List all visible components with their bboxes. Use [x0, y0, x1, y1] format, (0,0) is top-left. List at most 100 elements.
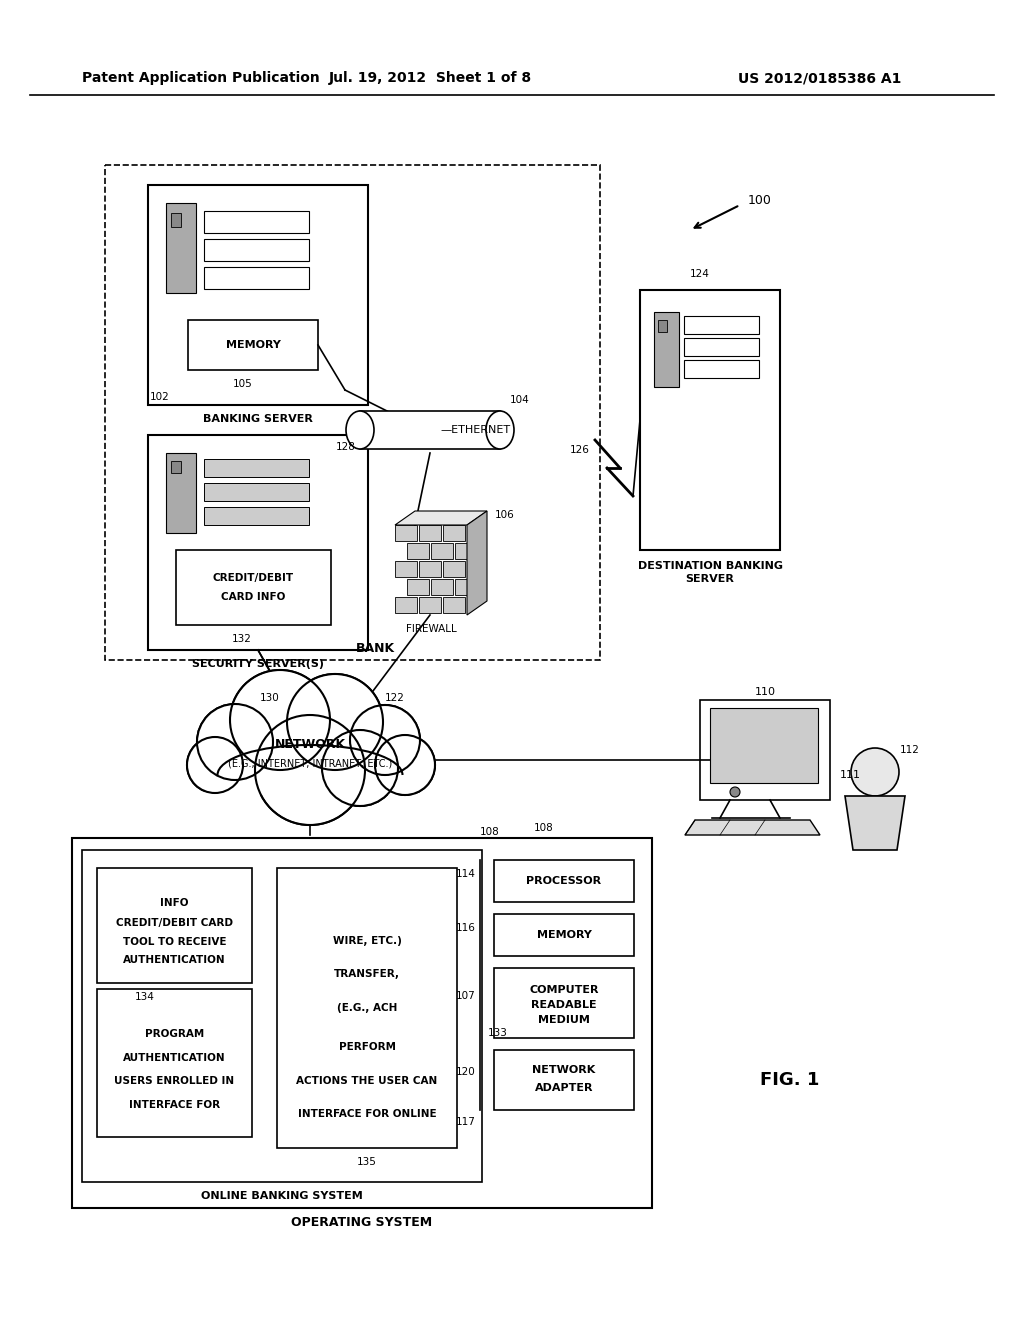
Polygon shape [685, 820, 820, 836]
Circle shape [187, 737, 243, 793]
Text: 122: 122 [385, 693, 404, 704]
Text: 124: 124 [690, 269, 710, 279]
FancyBboxPatch shape [455, 543, 477, 558]
Text: FIREWALL: FIREWALL [406, 624, 457, 634]
Circle shape [289, 676, 381, 768]
FancyBboxPatch shape [443, 597, 465, 612]
Text: TRANSFER,: TRANSFER, [334, 969, 400, 979]
Circle shape [324, 731, 397, 805]
Circle shape [851, 748, 899, 796]
FancyBboxPatch shape [658, 319, 667, 333]
Text: 106: 106 [495, 510, 515, 520]
Text: CREDIT/DEBIT CARD: CREDIT/DEBIT CARD [116, 919, 233, 928]
FancyBboxPatch shape [494, 913, 634, 956]
Text: SECURITY SERVER(S): SECURITY SERVER(S) [193, 659, 324, 669]
Circle shape [376, 737, 434, 793]
Text: NETWORK: NETWORK [274, 738, 345, 751]
Circle shape [324, 731, 396, 804]
Text: READABLE: READABLE [531, 1001, 597, 1010]
Text: 130: 130 [260, 693, 280, 704]
Circle shape [231, 672, 329, 768]
FancyBboxPatch shape [419, 525, 441, 541]
Text: COMPUTER: COMPUTER [529, 985, 599, 995]
Text: 120: 120 [456, 1067, 476, 1077]
Circle shape [187, 738, 242, 792]
FancyBboxPatch shape [407, 543, 429, 558]
Circle shape [375, 735, 435, 795]
Text: 108: 108 [535, 822, 554, 833]
FancyBboxPatch shape [278, 869, 457, 1148]
FancyBboxPatch shape [148, 436, 368, 649]
Circle shape [255, 715, 365, 825]
Circle shape [230, 671, 330, 770]
Circle shape [199, 705, 271, 779]
Text: 126: 126 [570, 445, 590, 455]
Text: AUTHENTICATION: AUTHENTICATION [123, 954, 226, 965]
Text: 133: 133 [488, 1027, 508, 1038]
Circle shape [351, 706, 419, 774]
Circle shape [257, 717, 364, 824]
Circle shape [197, 704, 273, 780]
Text: (E.G., INTERNET, INTRANET, ETC.): (E.G., INTERNET, INTRANET, ETC.) [228, 759, 392, 770]
Text: NETWORK: NETWORK [532, 1065, 596, 1074]
Text: 114: 114 [456, 869, 476, 879]
Circle shape [350, 705, 420, 775]
FancyBboxPatch shape [455, 579, 477, 595]
FancyBboxPatch shape [395, 561, 417, 577]
FancyBboxPatch shape [166, 453, 196, 533]
Polygon shape [467, 511, 487, 615]
Text: 108: 108 [480, 828, 500, 837]
Text: 132: 132 [231, 634, 252, 644]
Text: INTERFACE FOR: INTERFACE FOR [129, 1100, 220, 1110]
FancyBboxPatch shape [654, 312, 679, 387]
Text: CREDIT/DEBIT: CREDIT/DEBIT [213, 573, 294, 583]
FancyBboxPatch shape [684, 360, 759, 378]
Text: Jul. 19, 2012  Sheet 1 of 8: Jul. 19, 2012 Sheet 1 of 8 [329, 71, 531, 84]
Text: PERFORM: PERFORM [339, 1043, 395, 1052]
FancyBboxPatch shape [204, 211, 309, 234]
Polygon shape [845, 796, 905, 850]
Text: 107: 107 [456, 991, 476, 1001]
Text: BANK: BANK [355, 642, 394, 655]
FancyBboxPatch shape [360, 411, 500, 449]
Text: 134: 134 [134, 993, 155, 1002]
FancyBboxPatch shape [188, 319, 318, 370]
Ellipse shape [346, 411, 374, 449]
Text: 100: 100 [749, 194, 772, 206]
Ellipse shape [486, 411, 514, 449]
FancyBboxPatch shape [431, 543, 453, 558]
FancyBboxPatch shape [97, 990, 252, 1138]
FancyBboxPatch shape [176, 550, 331, 624]
FancyBboxPatch shape [82, 850, 482, 1181]
Text: ONLINE BANKING SYSTEM: ONLINE BANKING SYSTEM [201, 1191, 362, 1201]
Text: INTERFACE FOR ONLINE: INTERFACE FOR ONLINE [298, 1109, 436, 1119]
FancyBboxPatch shape [407, 579, 429, 595]
Text: MEMORY: MEMORY [225, 341, 281, 350]
Text: ADAPTER: ADAPTER [535, 1082, 593, 1093]
Text: DESTINATION BANKING: DESTINATION BANKING [638, 561, 782, 572]
Text: 102: 102 [150, 392, 170, 403]
FancyBboxPatch shape [419, 597, 441, 612]
Text: 128: 128 [336, 442, 356, 451]
Text: 110: 110 [755, 686, 775, 697]
Text: 104: 104 [510, 395, 529, 405]
Text: BANKING SERVER: BANKING SERVER [203, 414, 313, 424]
Text: 111: 111 [840, 770, 860, 780]
Circle shape [351, 706, 419, 774]
FancyBboxPatch shape [97, 869, 252, 983]
Text: (E.G., ACH: (E.G., ACH [337, 1003, 397, 1012]
Circle shape [232, 672, 328, 768]
FancyBboxPatch shape [443, 561, 465, 577]
FancyBboxPatch shape [443, 525, 465, 541]
FancyBboxPatch shape [431, 579, 453, 595]
FancyBboxPatch shape [419, 561, 441, 577]
Text: FIG. 1: FIG. 1 [760, 1071, 819, 1089]
Text: 116: 116 [456, 923, 476, 933]
Text: MEMORY: MEMORY [537, 931, 592, 940]
Ellipse shape [200, 710, 420, 789]
Circle shape [376, 737, 434, 795]
Text: Patent Application Publication: Patent Application Publication [82, 71, 319, 84]
Text: SERVER: SERVER [685, 574, 734, 583]
FancyBboxPatch shape [204, 459, 309, 477]
Text: OPERATING SYSTEM: OPERATING SYSTEM [292, 1217, 432, 1229]
